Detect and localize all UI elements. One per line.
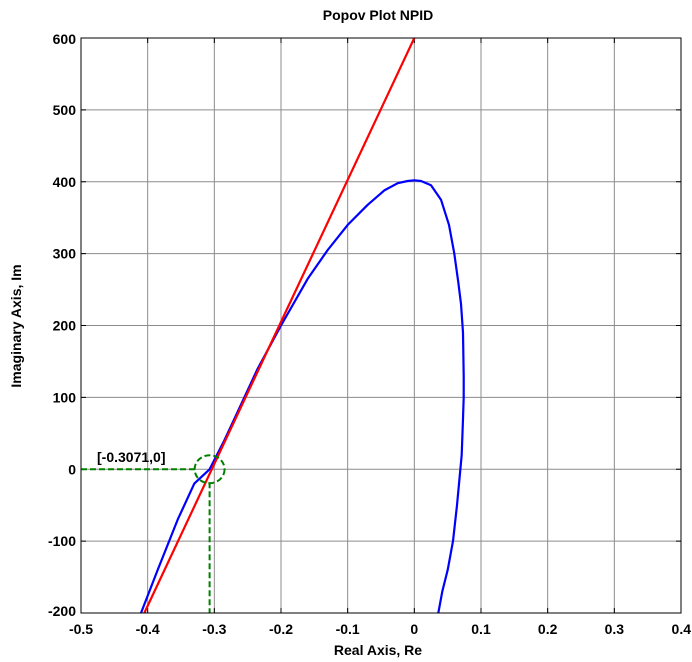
y-tick-label: -200 bbox=[48, 603, 76, 619]
y-tick-label: 100 bbox=[53, 389, 77, 405]
x-tick-label: -0.5 bbox=[69, 621, 93, 637]
annotation-circle bbox=[193, 454, 226, 485]
tick-marks bbox=[80, 37, 682, 614]
y-tick-label: -100 bbox=[48, 533, 76, 549]
y-tick-label: 200 bbox=[53, 318, 77, 334]
x-tick-label: -0.3 bbox=[202, 621, 226, 637]
x-axis-label: Real Axis, Re bbox=[334, 642, 422, 658]
y-tick-label: 0 bbox=[68, 461, 76, 477]
y-axis-label: Imaginary Axis, Im bbox=[8, 264, 24, 387]
x-tick-label: 0.1 bbox=[471, 621, 491, 637]
red-popov-line bbox=[143, 37, 416, 614]
tick-labels: -0.5 -0.4 -0.3 -0.2 -0.1 0 0.1 0.2 0.3 0.4 -200 -10… bbox=[48, 31, 691, 637]
plot-frame bbox=[80, 37, 682, 614]
y-tick-label: 600 bbox=[53, 31, 77, 47]
x-tick-label: -0.1 bbox=[336, 621, 360, 637]
series-group bbox=[139, 37, 465, 614]
annotation-group: [-0.3071,0] bbox=[81, 449, 226, 613]
y-tick-label: 300 bbox=[53, 246, 77, 262]
x-tick-label: 0.4 bbox=[672, 621, 692, 637]
x-tick-label: -0.4 bbox=[136, 621, 160, 637]
x-tick-label: -0.2 bbox=[269, 621, 293, 637]
x-tick-label: 0.2 bbox=[538, 621, 558, 637]
annotation-label: [-0.3071,0] bbox=[97, 449, 165, 465]
y-tick-label: 400 bbox=[53, 174, 77, 190]
y-tick-label: 500 bbox=[53, 102, 77, 118]
x-tick-label: 0 bbox=[410, 621, 418, 637]
grid bbox=[81, 38, 681, 613]
x-tick-label: 0.3 bbox=[605, 621, 625, 637]
chart-title: Popov Plot NPID bbox=[323, 7, 433, 23]
